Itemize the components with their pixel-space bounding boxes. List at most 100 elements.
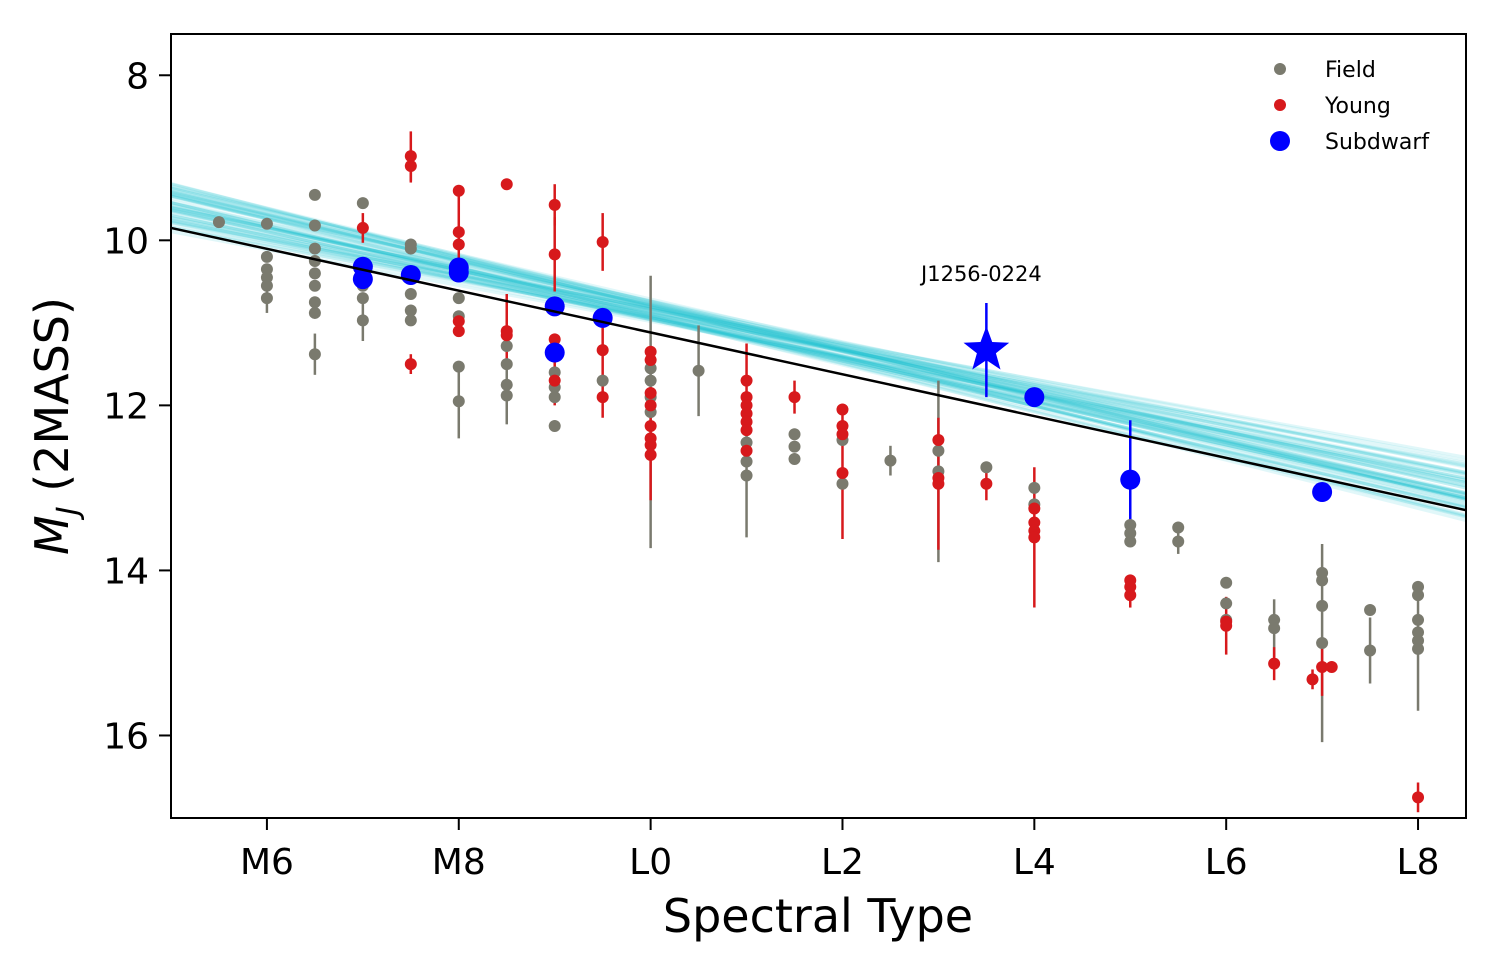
field-point [308,296,321,309]
fit-band-line [171,192,1466,496]
fit-band-line [171,206,1466,469]
young-point [740,424,753,437]
fit-band-line [171,194,1466,497]
young-point [836,428,849,441]
field-point [740,469,753,482]
field-point [452,395,465,408]
fit-band-line [171,230,1466,476]
field-point [1316,574,1329,587]
field-point [1412,613,1425,626]
young-point [1124,580,1137,593]
fit-band-line [171,182,1466,517]
field-point [596,374,609,387]
field-point [1268,622,1281,635]
young-point [452,184,465,197]
field-point [500,378,513,391]
fit-band-line [171,189,1466,508]
young-point [452,238,465,251]
field-point [260,217,273,230]
field-point [260,271,273,284]
fit-band-line [171,193,1466,500]
field-point [1412,634,1425,647]
field-point [1412,589,1425,602]
young-point [1124,589,1137,602]
x-tick-label: L4 [1013,842,1056,883]
young-point [644,386,657,399]
fit-band-line [171,221,1466,480]
highlight-object [963,303,1010,398]
fit-band-line [171,189,1466,501]
fit-band-line [171,189,1466,497]
subdwarf-point [544,342,565,363]
field-point [356,197,369,210]
y-tick-label: 12 [103,386,149,427]
x-tick-label: L2 [821,842,864,883]
x-tick-label: L0 [629,842,672,883]
data-points [212,150,1425,804]
fit-band-line [171,209,1466,500]
field-point [404,304,417,317]
fit-band-line [171,194,1466,490]
field-point [1316,637,1329,650]
field-point [1220,597,1233,610]
fit-band-line [171,216,1466,495]
young-point [1306,673,1319,686]
y-axis-label-rest: (2MASS) [25,297,79,506]
fit-band-line [171,184,1466,501]
young-point [500,178,513,191]
young-point [740,391,753,404]
field-point [740,436,753,449]
fit-uncertainty-band [171,181,1466,523]
young-point [548,333,561,346]
fit-band-line [171,201,1466,510]
field-point [884,454,897,467]
fit-band-line [171,215,1466,462]
best-fit-line [170,226,1467,512]
fit-band-line [171,218,1466,485]
young-point [500,329,513,342]
field-point [260,263,273,276]
field-point [404,314,417,327]
fit-band-line [171,192,1466,496]
field-point [1172,521,1185,534]
fit-band-line [171,186,1466,494]
fit-band-line [171,181,1466,519]
x-tick-label: L6 [1205,842,1248,883]
field-point [1412,580,1425,593]
fit-band-line [171,182,1466,502]
field-point [308,267,321,280]
fit-band-line [171,207,1466,509]
subdwarf-point [592,307,613,328]
subdwarf-point [1312,482,1333,503]
field-point [548,366,561,379]
fit-band-line [171,201,1466,510]
fit-band-line [171,204,1466,499]
young-point [548,198,561,211]
young-point [836,467,849,480]
legend: Field Young Subdwarf [1270,58,1430,155]
young-point [404,150,417,163]
field-point [1124,527,1137,540]
young-point [980,477,993,490]
field-point [836,477,849,490]
legend-marker-subdwarf [1270,131,1290,151]
young-point [452,315,465,328]
fit-band-line [171,199,1466,505]
young-point [644,420,657,432]
fit-band-line [171,190,1466,501]
field-point [260,292,273,305]
field-point [1316,599,1329,612]
field-point [788,440,801,453]
young-point [644,345,657,358]
young-point [644,448,657,461]
field-point [1412,626,1425,639]
fit-band-line [171,188,1466,516]
field-point [548,391,561,404]
field-point [1124,535,1137,548]
y-axis-ticks: 8 10 12 14 16 [103,56,171,757]
field-point [740,455,753,468]
fit-band-line [171,218,1466,475]
fit-band-line [171,203,1466,508]
field-point [452,360,465,373]
fit-band-line [171,213,1466,500]
